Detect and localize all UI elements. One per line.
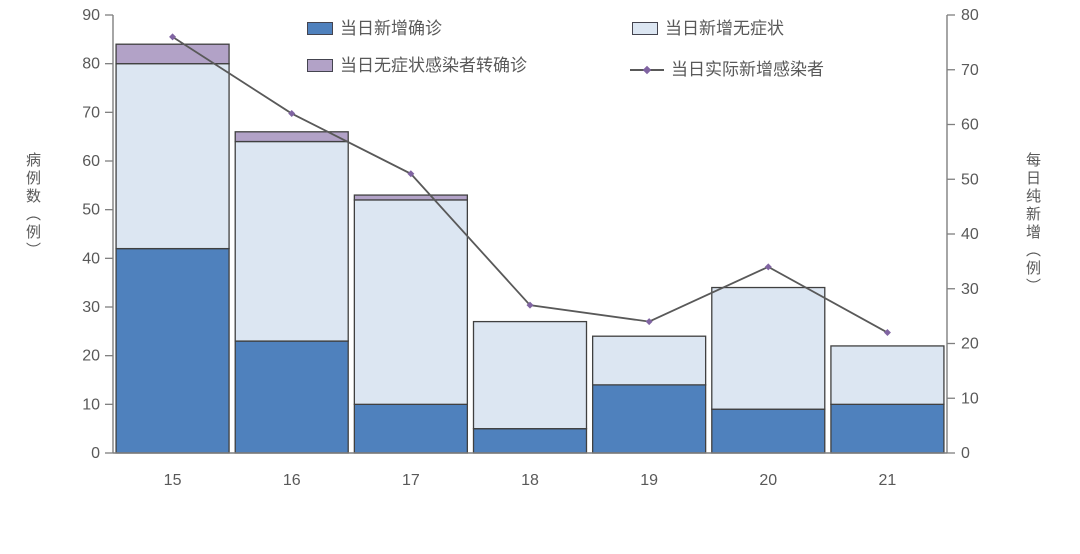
line-marker-18	[526, 301, 534, 309]
bar-segment-1-20	[711, 286, 826, 410]
right-tick-label-0: 0	[961, 445, 970, 462]
left-tick-label-20: 20	[82, 348, 100, 365]
legend-item-new-confirmed: 当日新增确诊	[307, 20, 442, 37]
left-tick-label-30: 30	[82, 299, 100, 316]
legend-item-actual-new-infections: 当日实际新增感染者	[630, 61, 824, 78]
right-tick-label-40: 40	[961, 226, 979, 243]
x-tick-label-20: 20	[759, 472, 777, 489]
bar-segment-1-17	[353, 199, 469, 405]
line-series-icon	[630, 65, 664, 74]
line-marker-16	[288, 110, 296, 118]
right-tick-label-80: 80	[961, 7, 979, 24]
bar-segment-1-18	[472, 320, 588, 430]
line-marker-15	[169, 33, 177, 41]
x-tick-label-19: 19	[640, 472, 658, 489]
legend-item-new-asymptomatic: 当日新增无症状	[632, 20, 784, 37]
bar-segment-1-15	[115, 63, 230, 250]
left-tick-label-0: 0	[91, 445, 100, 462]
left-tick-label-80: 80	[82, 56, 100, 73]
line-marker-21	[883, 329, 891, 337]
legend-item-converted-confirmed: 当日无症状感染者转确诊	[307, 57, 527, 74]
legend-label-actual-new-infections: 当日实际新增感染者	[671, 60, 824, 79]
legend-label-new-asymptomatic: 当日新增无症状	[665, 19, 784, 38]
bar-segment-0-17	[353, 403, 469, 454]
right-tick-label-20: 20	[961, 336, 979, 353]
left-axis-title: 病例数（例）	[24, 152, 41, 260]
bar-segment-2-15	[115, 43, 230, 65]
bar-segment-0-18	[472, 428, 588, 454]
legend-label-new-confirmed: 当日新增确诊	[340, 19, 442, 38]
x-tick-label-17: 17	[402, 472, 420, 489]
left-tick-label-60: 60	[82, 153, 100, 170]
x-tick-label-16: 16	[283, 472, 301, 489]
bar-segment-1-21	[830, 345, 945, 405]
right-tick-label-50: 50	[961, 171, 979, 188]
bar-segment-0-20	[711, 408, 826, 454]
right-tick-label-70: 70	[961, 62, 979, 79]
line-marker-19	[645, 318, 653, 326]
bar-segment-0-21	[830, 403, 945, 454]
line-marker-20	[764, 263, 772, 271]
x-tick-label-15: 15	[164, 472, 182, 489]
legend-swatch-converted-confirmed	[307, 59, 333, 72]
right-tick-label-60: 60	[961, 117, 979, 134]
x-tick-label-18: 18	[521, 472, 539, 489]
x-tick-label-21: 21	[879, 472, 897, 489]
left-tick-label-90: 90	[82, 7, 100, 24]
legend-swatch-new-confirmed	[307, 22, 333, 35]
bar-segment-1-19	[591, 335, 707, 386]
bar-segment-0-19	[591, 384, 707, 454]
left-tick-label-40: 40	[82, 250, 100, 267]
bar-segment-2-17	[353, 194, 469, 201]
line-marker-17	[407, 170, 415, 178]
left-tick-label-70: 70	[82, 104, 100, 121]
bar-segment-0-16	[234, 340, 349, 454]
left-tick-label-10: 10	[82, 396, 100, 413]
legend-label-converted-confirmed: 当日无症状感染者转确诊	[340, 56, 527, 75]
bar-segment-0-15	[115, 247, 230, 454]
bar-segment-1-16	[234, 140, 349, 342]
left-tick-label-50: 50	[82, 202, 100, 219]
right-tick-label-30: 30	[961, 281, 979, 298]
right-tick-label-10: 10	[961, 390, 979, 407]
right-axis-title: 每日纯新增（例）	[1024, 152, 1041, 296]
legend-swatch-new-asymptomatic	[632, 22, 658, 35]
bar-segment-2-16	[234, 131, 349, 143]
